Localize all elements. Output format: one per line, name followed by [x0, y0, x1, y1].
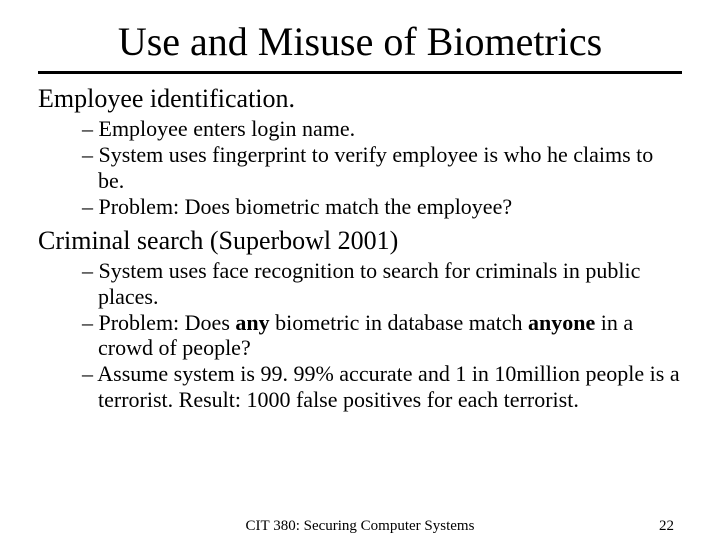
slide-title: Use and Misuse of Biometrics	[38, 18, 682, 65]
bullet-item: Problem: Does biometric match the employ…	[82, 194, 682, 220]
bold-text: any	[235, 310, 269, 335]
footer-center: CIT 380: Securing Computer Systems	[0, 518, 720, 535]
section-heading: Criminal search (Superbowl 2001)	[38, 226, 682, 256]
slide-body: Employee identification.Employee enters …	[38, 84, 682, 413]
bullet-item: Problem: Does any biometric in database …	[82, 310, 682, 362]
bullet-item: System uses fingerprint to verify employ…	[82, 142, 682, 194]
section-heading: Employee identification.	[38, 84, 682, 114]
bullet-list: System uses face recognition to search f…	[38, 258, 682, 414]
bold-text: anyone	[528, 310, 595, 335]
bullet-item: System uses face recognition to search f…	[82, 258, 682, 310]
title-rule	[38, 71, 682, 74]
slide: Use and Misuse of Biometrics Employee id…	[0, 0, 720, 540]
bullet-list: Employee enters login name.System uses f…	[38, 116, 682, 220]
bullet-item: Assume system is 99. 99% accurate and 1 …	[82, 361, 682, 413]
footer-page-number: 22	[659, 518, 674, 535]
bullet-item: Employee enters login name.	[82, 116, 682, 142]
